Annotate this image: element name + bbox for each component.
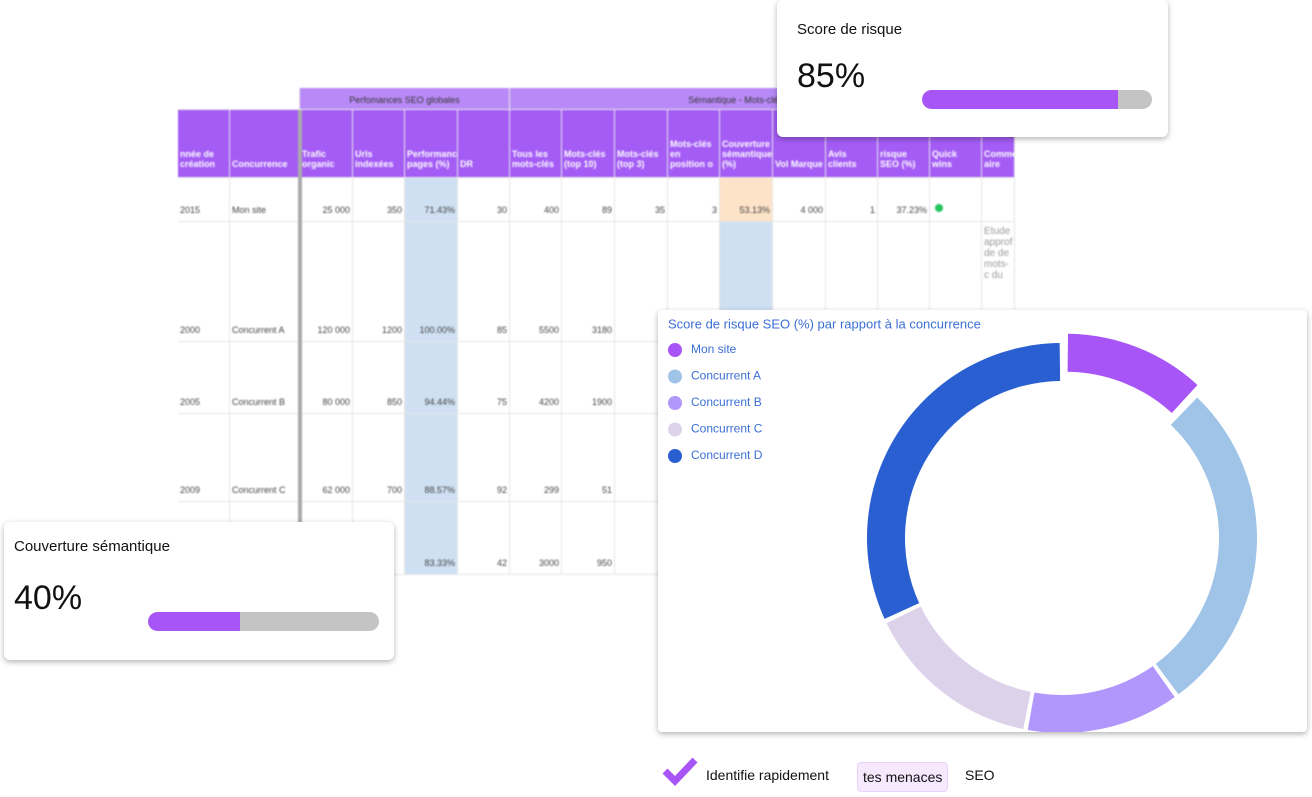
table-cell: 94.44% [405, 342, 458, 414]
column-header: Mots-clés (top 10) [562, 110, 615, 178]
table-cell: 350 [353, 178, 405, 222]
table-cell: 400 [510, 178, 562, 222]
caption-text: SEO [965, 767, 995, 783]
table-cell [615, 222, 668, 342]
table-cell: 92 [458, 414, 510, 502]
table-cell: 299 [510, 414, 562, 502]
table-cell: 37.23% [878, 178, 930, 222]
table-cell: 83.33% [405, 502, 458, 575]
table-cell: 5500 [510, 222, 562, 342]
donut-segment [1067, 333, 1198, 413]
table-cell: 35 [615, 178, 668, 222]
table-cell: 89 [562, 178, 615, 222]
table-cell: 4200 [510, 342, 562, 414]
table-cell: Concurrent C [230, 414, 300, 502]
table-cell: 42 [458, 502, 510, 575]
donut-segment [1027, 666, 1175, 733]
check-path [662, 757, 698, 787]
table-cell: 62 000 [300, 414, 353, 502]
progress-fill [922, 90, 1118, 109]
table-cell: 1 [826, 178, 878, 222]
legend-label: Concurrent A [691, 369, 761, 383]
legend-swatch [668, 449, 682, 463]
legend-swatch [668, 422, 682, 437]
table-cell: Concurrent A [230, 222, 300, 342]
table-cell [930, 178, 982, 222]
column-header: Couverture sémantique (%) [720, 110, 773, 178]
table-cell: 1200 [353, 222, 405, 342]
table-cell: 3000 [510, 502, 562, 575]
donut-segment [867, 343, 1061, 619]
table-cell: 85 [458, 222, 510, 342]
table-cell: 700 [353, 414, 405, 502]
column-header: Performance pages (%) [405, 110, 458, 178]
row-divider [298, 110, 302, 575]
group-header: Perfomances SEO globales [300, 88, 510, 110]
column-header: Trafic organic [300, 110, 353, 178]
progress-track [922, 90, 1152, 109]
table-cell: 2005 [178, 342, 230, 414]
card-value: 85% [797, 57, 866, 95]
table-cell: 2009 [178, 414, 230, 502]
column-header: Urls indexées [353, 110, 405, 178]
table-cell: 4 000 [773, 178, 826, 222]
column-header: Mots-clés en position o [668, 110, 720, 178]
table-cell: 51 [562, 414, 615, 502]
table-cell: Mon site [230, 178, 300, 222]
table-cell: 53.13% [720, 178, 773, 222]
table-cell: 2000 [178, 222, 230, 342]
legend-swatch [668, 369, 682, 384]
coverage-card: Couverture sémantique 40% [4, 522, 394, 660]
caption-highlight: tes menaces [857, 762, 949, 792]
caption-text: Identifie rapidement [706, 767, 829, 783]
card-value: 40% [14, 579, 83, 617]
column-header: Mots-clés (top 3) [615, 110, 668, 178]
table-cell: 3180 [562, 222, 615, 342]
legend-label: Concurrent D [691, 448, 763, 462]
column-header: nnée de création [178, 110, 230, 178]
progress-track [148, 612, 379, 631]
donut-segment [886, 606, 1031, 730]
table-cell: 88.57% [405, 414, 458, 502]
table-cell: 850 [353, 342, 405, 414]
chart: Score de risque SEO (%) par rapport à la… [668, 316, 1257, 733]
check-icon [662, 757, 698, 787]
table-cell: 950 [562, 502, 615, 575]
table-cell: 100.00% [405, 222, 458, 342]
table-cell: 1900 [562, 342, 615, 414]
legend-label: Mon site [691, 342, 737, 356]
table-cell: 120 000 [300, 222, 353, 342]
column-header: DR [458, 110, 510, 178]
column-header: Concurrence [230, 110, 300, 178]
legend-label: Concurrent C [691, 422, 763, 436]
legend-swatch [668, 343, 682, 357]
progress-fill [148, 612, 241, 631]
card-title: Score de risque [797, 21, 903, 38]
donut-segment [1155, 397, 1257, 695]
table-cell: 3 [668, 178, 720, 222]
table-cell: 80 000 [300, 342, 353, 414]
table-cell [982, 178, 1015, 222]
table-cell: Concurrent B [230, 342, 300, 414]
chart-title: Score de risque SEO (%) par rapport à la… [668, 316, 981, 331]
legend-swatch [668, 396, 682, 410]
status-dot [935, 204, 943, 212]
cell [178, 88, 300, 110]
card-title: Couverture sémantique [14, 538, 170, 555]
table-cell: 25 000 [300, 178, 353, 222]
chart-card: Score de risque SEO (%) par rapport à la… [658, 310, 1307, 733]
column-header: Tous les mots-clés [510, 110, 562, 178]
risk-card: Score de risque 85% [777, 0, 1168, 137]
table-cell: 75 [458, 342, 510, 414]
table-cell: 71.43% [405, 178, 458, 222]
table-cell: 30 [458, 178, 510, 222]
legend-label: Concurrent B [691, 395, 762, 409]
table-cell: 2015 [178, 178, 230, 222]
